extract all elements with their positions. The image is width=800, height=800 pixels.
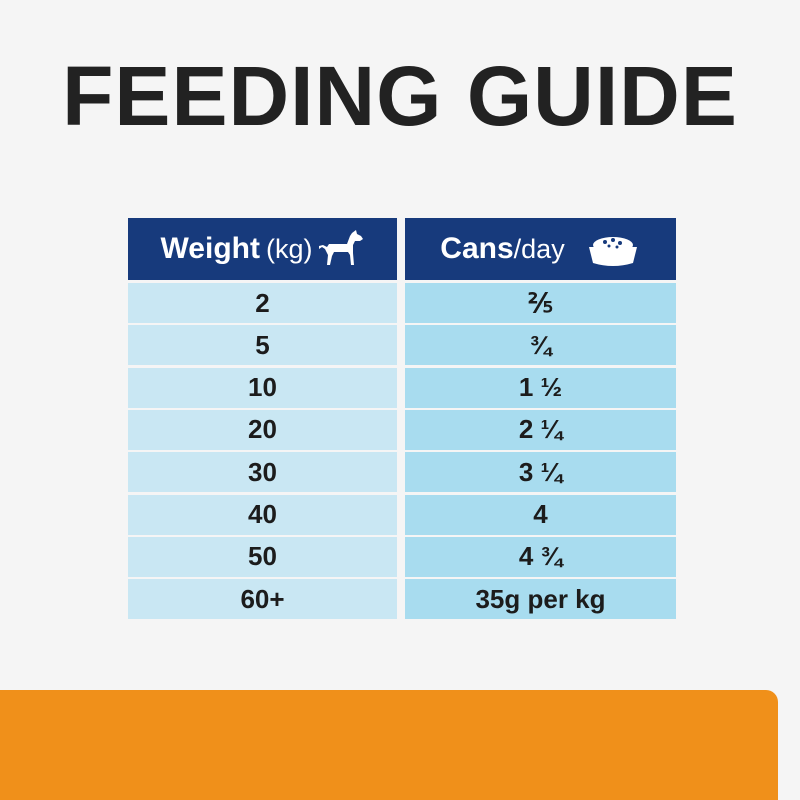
cans-cell: 35g per kg	[405, 579, 676, 620]
cans-cell: 4	[405, 494, 676, 535]
footer-bar	[0, 690, 778, 800]
header-unit: (kg)	[265, 233, 313, 264]
weight-cell: 50	[128, 536, 397, 577]
weight-cell: 5	[128, 325, 397, 366]
bowl-icon	[588, 237, 637, 266]
dog-icon	[319, 230, 364, 265]
header-text: Cans	[440, 232, 514, 265]
weight-cell: 20	[128, 409, 397, 450]
title: FEEDING GUIDE	[62, 49, 738, 143]
weight-cell: 60+	[128, 579, 397, 620]
weight-cell: 2	[128, 283, 397, 323]
column-header: Weight (kg)	[128, 218, 397, 280]
column-header: Cans/day	[405, 218, 676, 280]
weight-cell: 10	[128, 367, 397, 408]
cans-cell: ¾	[405, 325, 676, 366]
cans-cell: 1 ½	[405, 367, 676, 408]
header-unit: /day	[513, 234, 565, 264]
cans-cell: 3 ¼	[405, 452, 676, 493]
header-text: Weight	[160, 232, 260, 265]
cans-cell: ⅖	[405, 283, 676, 323]
cans-cell: 4 ¾	[405, 536, 676, 577]
weight-cell: 30	[128, 452, 397, 493]
cans-cell: 2 ¼	[405, 409, 676, 450]
header-label: Cans/day	[440, 232, 564, 266]
weight-cell: 40	[128, 494, 397, 535]
